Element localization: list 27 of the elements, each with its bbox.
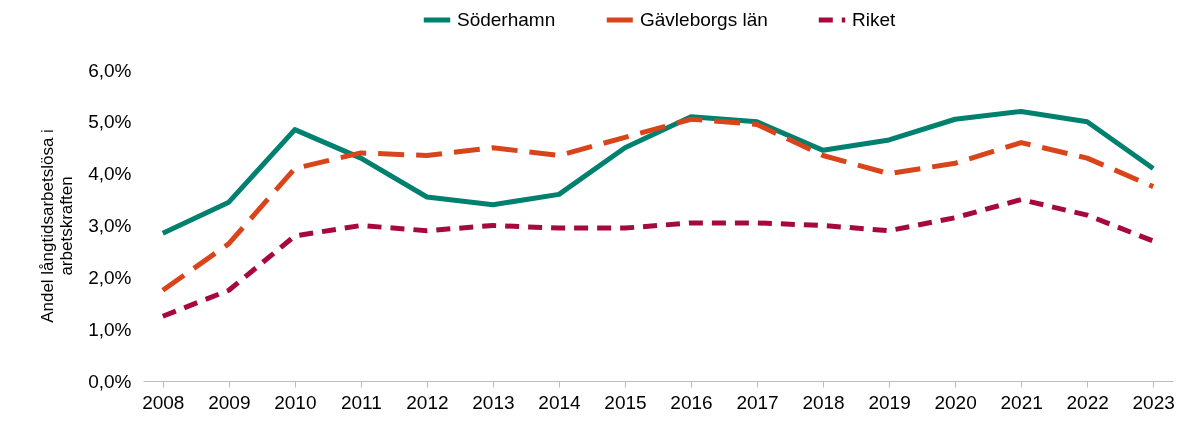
x-tick-label: 2023 [1132, 391, 1175, 413]
y-tick-label: 0,0% [88, 370, 132, 392]
x-tick-label: 2019 [868, 391, 911, 413]
x-tick-label: 2015 [604, 391, 647, 413]
y-tick-label: 3,0% [88, 215, 132, 236]
x-tick-label: 2014 [538, 391, 582, 413]
x-tick-label: 2017 [736, 391, 779, 413]
legend-label: Riket [852, 9, 897, 30]
y-axis-title: Andel långtidsarbetslösa i arbetskraften [38, 129, 77, 323]
x-tick-label: 2012 [406, 391, 449, 413]
x-tick-label: 2020 [934, 391, 977, 413]
x-tick-label: 2016 [670, 391, 713, 413]
y-tick-label: 2,0% [88, 266, 132, 288]
x-tick-label: 2013 [472, 391, 515, 413]
y-tick-label: 1,0% [88, 318, 132, 340]
x-tick-label: 2018 [802, 391, 845, 413]
y-tick-label: 4,0% [88, 163, 132, 185]
x-tick-label: 2009 [208, 391, 251, 413]
legend-label: Söderhamn [457, 9, 556, 30]
y-tick-label: 5,0% [88, 111, 132, 133]
x-tick-label: 2021 [1000, 391, 1043, 413]
x-tick-label: 2011 [340, 391, 382, 413]
x-tick-label: 2010 [274, 391, 317, 413]
x-tick-label: 2008 [142, 391, 185, 413]
x-tick-label: 2022 [1066, 391, 1109, 413]
legend-label: Gävleborgs län [640, 9, 768, 30]
y-tick-label: 6,0% [88, 59, 132, 81]
